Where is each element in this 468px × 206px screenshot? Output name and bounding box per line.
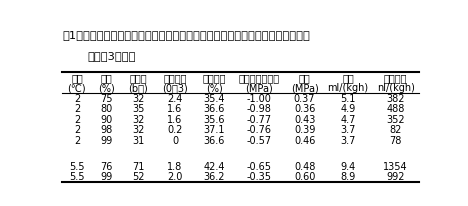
Text: 52: 52 [132,172,145,181]
Text: 2.0: 2.0 [168,172,183,181]
Text: 382: 382 [386,93,405,103]
Text: 8.9: 8.9 [340,172,356,181]
Text: 36.6: 36.6 [204,135,225,145]
Text: 35.6: 35.6 [203,114,225,124]
Text: 温度: 温度 [71,73,83,82]
Text: 果汁歩合: 果汁歩合 [202,73,226,82]
Text: 5.5: 5.5 [69,161,85,171]
Text: 5.1: 5.1 [340,93,356,103]
Text: エチレン: エチレン [384,73,407,82]
Text: 湿度: 湿度 [101,73,112,82]
Text: 78: 78 [389,135,402,145]
Text: 果皮色: 果皮色 [130,73,147,82]
Text: 352: 352 [386,114,405,124]
Text: 5.5: 5.5 [69,172,85,181]
Text: 37.1: 37.1 [203,125,225,135]
Text: 32: 32 [132,125,145,135]
Text: 488: 488 [387,104,405,114]
Text: 1.8: 1.8 [168,161,183,171]
Text: 3.7: 3.7 [340,135,356,145]
Text: 31: 31 [132,135,145,145]
Text: 膨圧: 膨圧 [299,73,310,82]
Text: 32: 32 [132,114,145,124]
Text: 9.4: 9.4 [340,161,356,171]
Text: 2: 2 [74,125,80,135]
Text: 71: 71 [132,161,145,171]
Text: 0.48: 0.48 [294,161,315,171]
Text: 0.43: 0.43 [294,114,315,124]
Text: -0.98: -0.98 [247,104,272,114]
Text: 2.4: 2.4 [168,93,183,103]
Text: 4.7: 4.7 [340,114,356,124]
Text: -1.00: -1.00 [247,93,272,103]
Text: 2: 2 [74,104,80,114]
Text: 3.7: 3.7 [340,125,356,135]
Text: 1354: 1354 [383,161,408,171]
Text: -0.35: -0.35 [247,172,272,181]
Text: 1.6: 1.6 [168,114,183,124]
Text: -0.57: -0.57 [247,135,272,145]
Text: 90: 90 [100,114,112,124]
Text: 80: 80 [100,104,112,114]
Text: 82: 82 [389,125,402,135]
Text: (%): (%) [206,83,222,93]
Text: 2: 2 [74,93,80,103]
Text: 果皮障害: 果皮障害 [163,73,187,82]
Text: 36.6: 36.6 [204,104,225,114]
Text: 表1　カボスの果実品質及び品質劣化関連の生理作用に対する温度・湿度の影響: 表1 カボスの果実品質及び品質劣化関連の生理作用に対する温度・湿度の影響 [62,29,310,39]
Text: 水ポテンシャル: 水ポテンシャル [239,73,280,82]
Text: (b値): (b値) [129,83,148,93]
Text: 呼吸: 呼吸 [342,73,354,82]
Text: 1.6: 1.6 [168,104,183,114]
Text: 0: 0 [172,135,178,145]
Text: 35: 35 [132,104,145,114]
Text: 32: 32 [132,93,145,103]
Text: (%): (%) [98,83,115,93]
Text: 0.39: 0.39 [294,125,315,135]
Text: 36.2: 36.2 [203,172,225,181]
Text: -0.76: -0.76 [247,125,272,135]
Text: 2: 2 [74,135,80,145]
Text: 0.36: 0.36 [294,104,315,114]
Text: 98: 98 [100,125,112,135]
Text: 0.37: 0.37 [294,93,315,103]
Text: -0.77: -0.77 [247,114,272,124]
Text: （貯蔵3か月）: （貯蔵3か月） [88,51,136,61]
Text: (MPa): (MPa) [291,83,318,93]
Text: 76: 76 [100,161,113,171]
Text: (℃): (℃) [67,83,86,93]
Text: nl/(kgh): nl/(kgh) [377,83,415,93]
Text: 0.46: 0.46 [294,135,315,145]
Text: 42.4: 42.4 [203,161,225,171]
Text: 2: 2 [74,114,80,124]
Text: (MPa): (MPa) [245,83,273,93]
Text: 99: 99 [100,172,112,181]
Text: 992: 992 [386,172,405,181]
Text: ml/(kgh): ml/(kgh) [328,83,368,93]
Text: 35.4: 35.4 [203,93,225,103]
Text: 75: 75 [100,93,113,103]
Text: -0.65: -0.65 [247,161,272,171]
Text: (0〜3): (0〜3) [162,83,188,93]
Text: 4.9: 4.9 [340,104,356,114]
Text: 99: 99 [100,135,112,145]
Text: 0.2: 0.2 [168,125,183,135]
Text: 0.60: 0.60 [294,172,315,181]
